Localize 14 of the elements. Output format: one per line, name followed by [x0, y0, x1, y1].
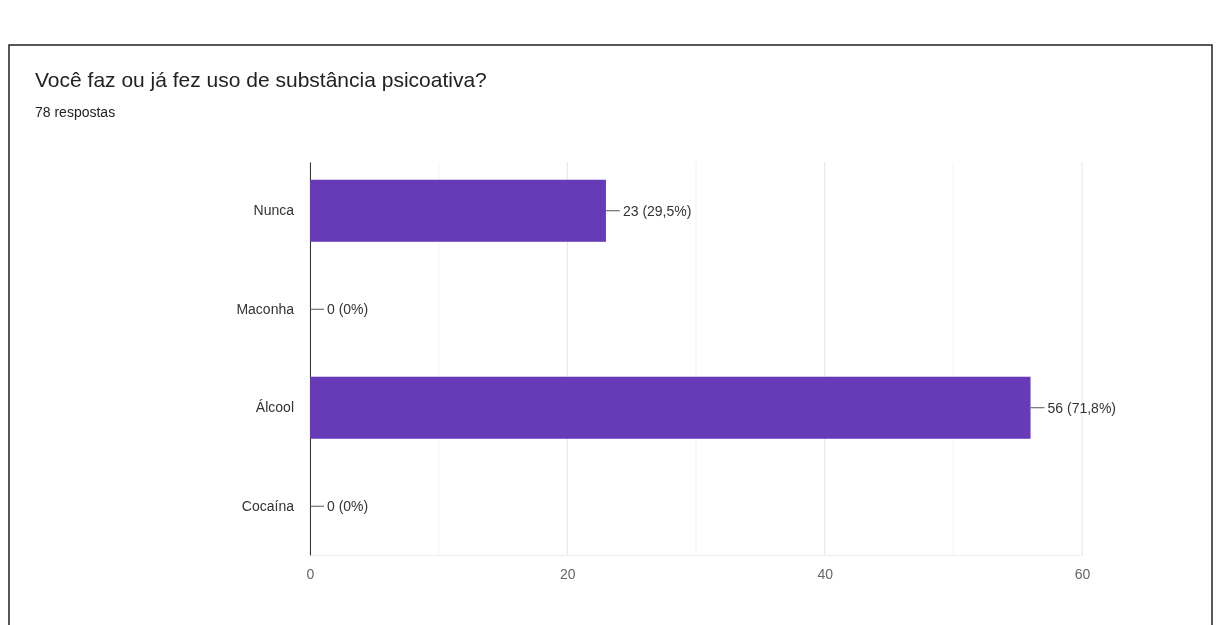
data-label: 0 (0%)	[327, 498, 369, 515]
text: 78 respostas	[35, 104, 116, 120]
y-tick-label: Álcool	[255, 399, 294, 416]
y-tick-label: Cocaína	[241, 497, 295, 514]
data-label: 23 (29,5%)	[622, 202, 692, 219]
data-label: 0 (0%)	[327, 301, 369, 318]
x-tick-label: 20	[560, 565, 576, 582]
x-tick-label: 0	[306, 565, 315, 582]
data-label: 56 (71,8%)	[1047, 399, 1117, 416]
y-tick-label: Nunca	[253, 202, 295, 219]
x-tick-label: 40	[817, 565, 834, 582]
y-tick-label: Maconha	[236, 300, 295, 317]
x-tick-label: 60	[1074, 565, 1091, 582]
chart-title: Você faz ou já fez uso de substância psicoativa?	[35, 68, 487, 91]
